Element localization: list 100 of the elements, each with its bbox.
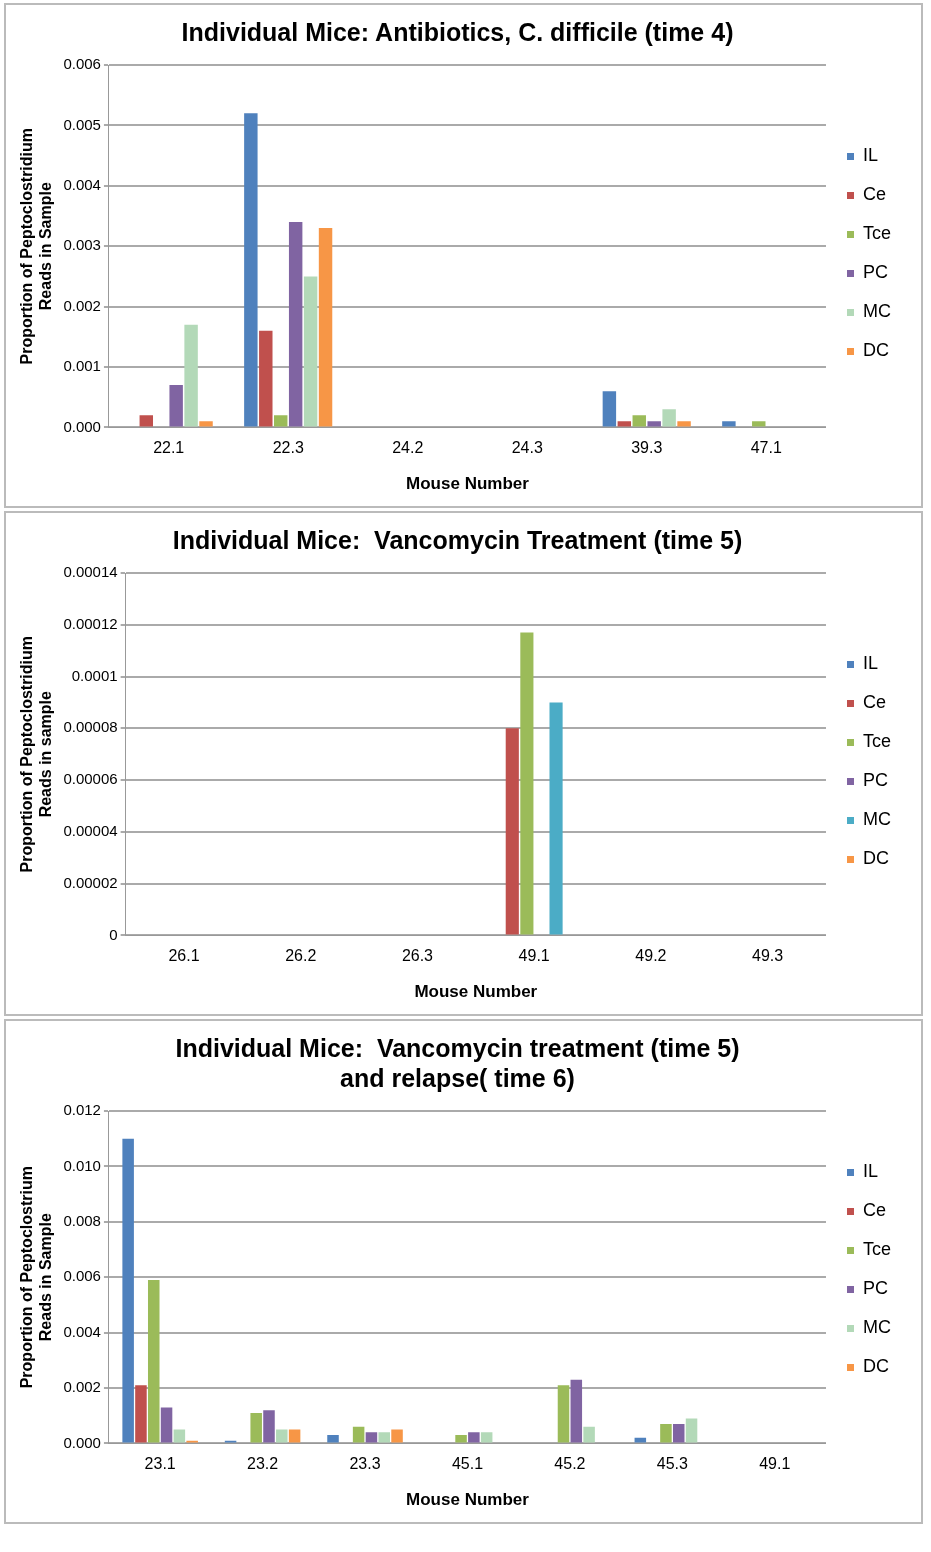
y-tick-label: 0.00006 bbox=[63, 770, 118, 788]
y-tick-label: 0.00008 bbox=[63, 718, 118, 736]
y-tick-label: 0.000 bbox=[63, 1433, 101, 1451]
legend-label: DC bbox=[862, 848, 889, 869]
y-tick-label: 0.008 bbox=[63, 1211, 101, 1229]
y-tick-label: 0.00002 bbox=[63, 873, 118, 891]
bar bbox=[647, 421, 661, 427]
bar bbox=[263, 1410, 275, 1443]
y-tick-label: 0.00004 bbox=[63, 822, 118, 839]
bar bbox=[199, 421, 213, 427]
bar bbox=[677, 421, 691, 427]
bar bbox=[327, 1435, 339, 1443]
bar bbox=[122, 1138, 134, 1443]
x-tick-label: 39.3 bbox=[631, 439, 663, 457]
y-tick-label: 0.006 bbox=[63, 1267, 101, 1285]
x-tick-label: 22.1 bbox=[153, 439, 185, 457]
bar bbox=[632, 415, 646, 427]
bar bbox=[139, 415, 154, 427]
x-tick-label: 26.2 bbox=[285, 947, 317, 965]
y-tick-label: 0.003 bbox=[63, 236, 101, 254]
chart-title: Individual Mice: Vancomycin Treatment (time 5) bbox=[172, 525, 743, 554]
y-tick-label: 0.00012 bbox=[63, 614, 118, 632]
y-tick-label: 0.002 bbox=[63, 296, 101, 314]
x-tick-label: 24.2 bbox=[392, 439, 424, 457]
y-tick-label: 0.000 bbox=[63, 417, 101, 435]
bar bbox=[259, 330, 273, 427]
bar bbox=[318, 228, 333, 427]
bar bbox=[480, 1432, 493, 1443]
bar bbox=[303, 276, 318, 427]
x-tick-label: 22.3 bbox=[272, 439, 304, 457]
bar bbox=[455, 1435, 467, 1443]
bar bbox=[662, 409, 676, 427]
legend-label: Tce bbox=[862, 223, 891, 244]
legend-label: PC bbox=[862, 1278, 888, 1299]
bar bbox=[169, 385, 183, 427]
bar bbox=[135, 1385, 147, 1443]
x-tick-label: 45.2 bbox=[554, 1455, 586, 1473]
y-tick-label: 0.004 bbox=[63, 1322, 101, 1340]
legend-label: PC bbox=[862, 770, 888, 791]
chart-title: Individual Mice: Antibiotics, C. difficile (time 4) bbox=[181, 17, 734, 46]
legend-label: IL bbox=[862, 145, 878, 166]
legend-label: Ce bbox=[862, 692, 886, 713]
bar bbox=[602, 391, 617, 427]
bar bbox=[365, 1432, 378, 1443]
x-tick-label: 45.3 bbox=[656, 1455, 689, 1473]
bar bbox=[276, 1429, 288, 1443]
x-tick-label: 49.1 bbox=[518, 947, 550, 965]
legend-label: Ce bbox=[862, 1200, 886, 1221]
bar bbox=[583, 1426, 595, 1443]
x-tick-label: 23.3 bbox=[349, 1455, 381, 1473]
x-tick-label: 24.3 bbox=[511, 439, 543, 457]
x-tick-label: 47.1 bbox=[750, 439, 782, 457]
legend-label: DC bbox=[862, 1356, 889, 1377]
x-tick-label: 26.1 bbox=[168, 947, 200, 965]
bar bbox=[147, 1279, 160, 1443]
bar bbox=[184, 324, 198, 427]
bar bbox=[660, 1424, 672, 1443]
bar bbox=[378, 1432, 390, 1443]
bar bbox=[557, 1385, 570, 1443]
legend-label: MC bbox=[862, 1317, 891, 1338]
x-tick-label: 49.1 bbox=[759, 1455, 791, 1473]
chart-title: Individual Mice: Vancomycin treatment (time 5) and relapse( time 6) bbox=[175, 1033, 740, 1092]
y-axis-title: Proportion of Peptoclostridium Reads in sample bbox=[18, 635, 55, 873]
bar bbox=[391, 1429, 403, 1443]
legend-label: IL bbox=[862, 1161, 878, 1182]
y-tick-label: 0.001 bbox=[63, 357, 101, 375]
legend-label: MC bbox=[862, 809, 891, 830]
legend-label: MC bbox=[862, 301, 891, 322]
bar bbox=[722, 421, 736, 427]
bar bbox=[752, 421, 766, 427]
bar bbox=[672, 1424, 685, 1443]
y-tick-label: 0 bbox=[109, 925, 118, 943]
y-tick-label: 0.0001 bbox=[71, 666, 118, 684]
x-axis-title: Mouse Number bbox=[406, 1490, 530, 1510]
bar bbox=[685, 1418, 698, 1443]
y-tick-label: 0.010 bbox=[63, 1156, 101, 1174]
bar bbox=[274, 415, 288, 427]
bar bbox=[244, 113, 258, 427]
legend-label: PC bbox=[862, 262, 888, 283]
y-tick-label: 0.00014 bbox=[63, 563, 118, 581]
x-tick-label: 49.2 bbox=[635, 947, 667, 965]
x-tick-label: 23.2 bbox=[247, 1455, 279, 1473]
y-tick-label: 0.004 bbox=[63, 175, 101, 193]
x-tick-label: 45.1 bbox=[451, 1455, 484, 1473]
bar bbox=[468, 1432, 480, 1443]
y-tick-label: 0.005 bbox=[63, 115, 101, 133]
y-axis-title: Proportion of Peptoclostrium Reads in Sample bbox=[18, 1166, 55, 1389]
legend-label: Tce bbox=[862, 1239, 891, 1260]
y-tick-label: 0.012 bbox=[63, 1101, 101, 1119]
x-axis-title: Mouse Number bbox=[406, 474, 530, 494]
x-axis-title: Mouse Number bbox=[414, 982, 538, 1002]
bar bbox=[288, 222, 303, 427]
x-tick-label: 26.3 bbox=[401, 947, 434, 965]
bar bbox=[160, 1407, 173, 1443]
y-axis-title: Proportion of Peptoclostridium Reads in Sample bbox=[18, 127, 55, 365]
bar bbox=[250, 1412, 262, 1443]
legend-label: Ce bbox=[862, 184, 886, 205]
legend-label: IL bbox=[862, 653, 878, 674]
x-tick-label: 49.3 bbox=[752, 947, 784, 965]
bar bbox=[352, 1426, 365, 1443]
